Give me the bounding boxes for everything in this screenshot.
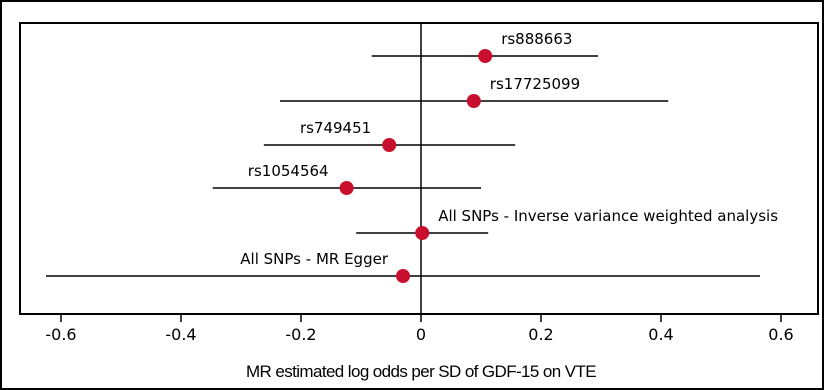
estimate-point [339, 181, 354, 195]
snp-label: rs888663 [501, 30, 572, 48]
plot-area [19, 22, 819, 315]
snp-label: rs749451 [300, 119, 371, 137]
snp-label: All SNPs - MR Egger [240, 250, 389, 268]
estimate-point [415, 226, 430, 240]
snp-label: rs17725099 [490, 75, 580, 93]
snp-label: All SNPs - Inverse variance weighted ana… [438, 207, 778, 225]
x-tick-label: -0.4 [165, 325, 196, 344]
chart-marks: -0.6 -0.4 -0.2 0 0.2 0.4 0.6 rs888663 rs17725099… [45, 23, 794, 344]
x-tick-label: 0 [416, 325, 426, 344]
estimate-point [382, 138, 397, 152]
x-tick-label: 0.4 [648, 325, 673, 344]
x-tick-label: 0.6 [768, 325, 793, 344]
snp-label: rs1054564 [248, 162, 329, 180]
x-tick-label: -0.6 [45, 325, 76, 344]
estimate-point [466, 94, 481, 108]
x-axis-title: MR estimated log odds per SD of GDF-15 o… [246, 362, 596, 381]
estimate-point [396, 269, 410, 283]
x-tick-label: -0.2 [285, 325, 316, 344]
x-tick-label: 0.2 [528, 325, 553, 344]
estimate-point [478, 49, 493, 63]
